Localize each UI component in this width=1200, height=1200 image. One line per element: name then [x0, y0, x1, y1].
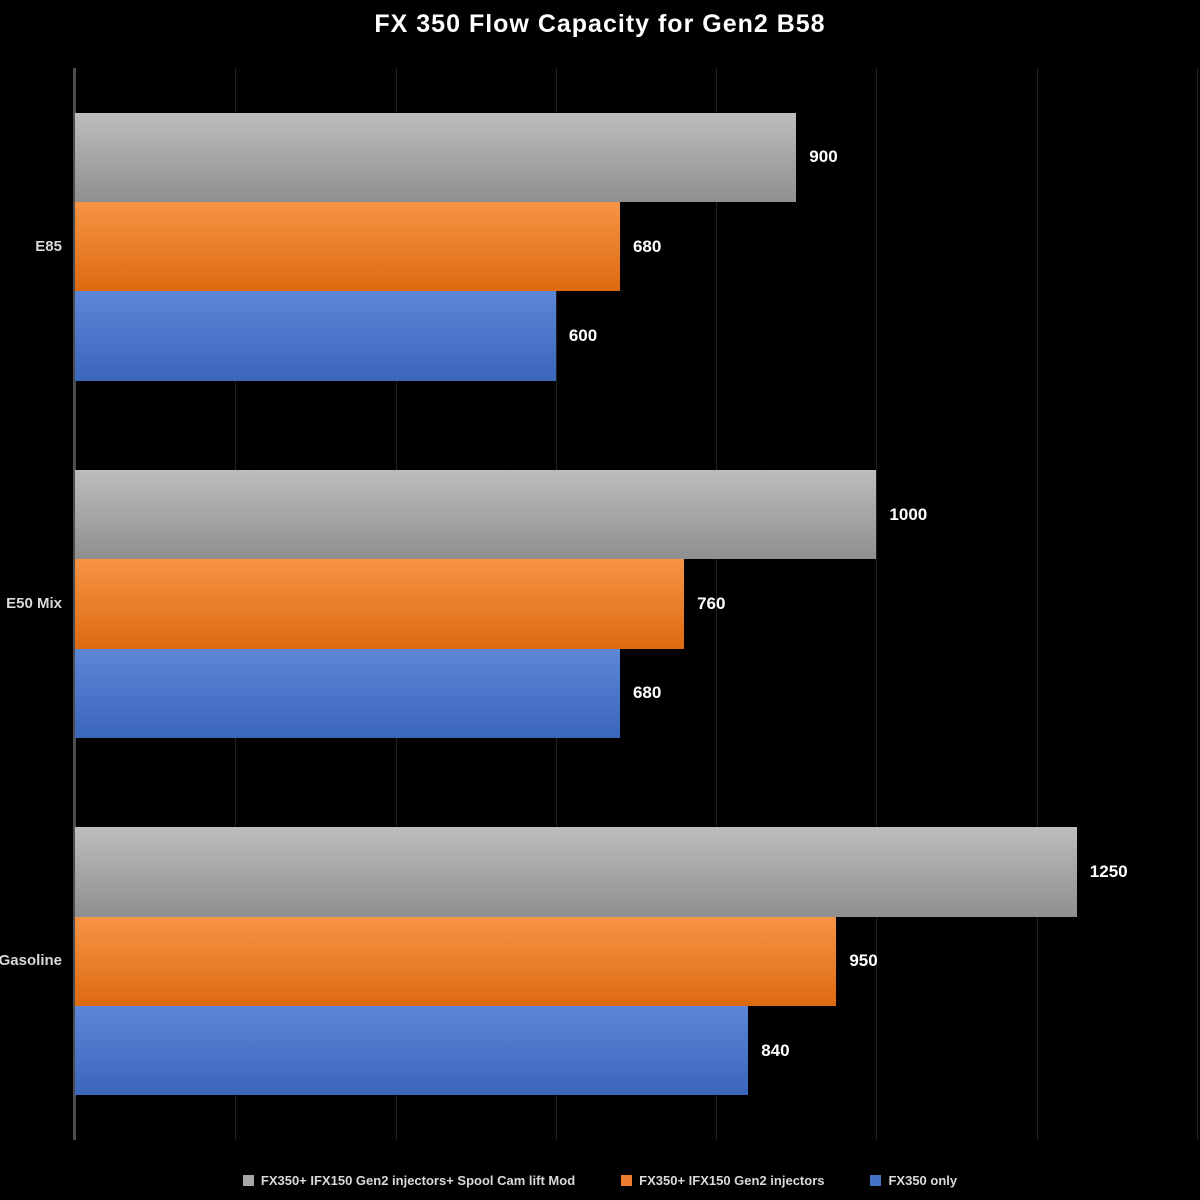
- value-label-e50-mix-series-1: 760: [697, 594, 726, 613]
- bar-e50-mix-series-2: [75, 648, 620, 738]
- plot-area: E85 900 680 600 E50 Mix 1000 760 680 Gasoline 125…: [0, 68, 1198, 1140]
- legend-label: FX350 only: [888, 1173, 958, 1188]
- value-label-e50-mix-series-2: 680: [632, 683, 662, 703]
- bar-gasoline-series-1: [75, 916, 837, 1006]
- y-axis-line: [73, 68, 76, 1140]
- legend-marker-icon: [621, 1175, 633, 1186]
- value-label-e85-series-2: 600: [568, 326, 598, 345]
- bar-e50-mix-series-0: [75, 470, 877, 560]
- gridline-1200: [1036, 68, 1038, 1140]
- gridline-1000: [876, 68, 878, 1140]
- value-label-e50-mix-series-0: 1000: [889, 504, 928, 524]
- chart-title: FX 350 Flow Capacity for Gen2 B58: [374, 10, 826, 38]
- category-label-e85: E85: [35, 237, 62, 255]
- category-label-gasoline: Gasoline: [0, 952, 62, 970]
- legend-label: FX350+ IFX150 Gen2 injectors: [639, 1173, 825, 1188]
- value-label-gasoline-series-0: 1250: [1089, 862, 1128, 881]
- legend-marker-icon: [242, 1175, 254, 1186]
- category-label-e50-mix: E50 Mix: [6, 595, 62, 612]
- bar-e85-series-0: [75, 112, 797, 202]
- legend: FX350+ IFX150 Gen2 injectors+ Spool Cam …: [0, 1173, 1200, 1188]
- legend-item-1: FX350+ IFX150 Gen2 injectors: [621, 1173, 824, 1188]
- value-label-gasoline-series-2: 840: [761, 1040, 790, 1060]
- legend-item-2: FX350 only: [870, 1173, 957, 1188]
- bar-e50-mix-series-1: [75, 559, 685, 649]
- value-label-e85-series-0: 900: [809, 147, 838, 167]
- legend-label: FX350+ IFX150 Gen2 injectors+ Spool Cam …: [260, 1173, 576, 1188]
- value-label-gasoline-series-1: 950: [849, 951, 878, 971]
- legend-marker-icon: [870, 1175, 882, 1186]
- bar-gasoline-series-2: [75, 1006, 749, 1096]
- gridline-1400: [1197, 68, 1198, 1140]
- legend-item-0: FX350+ IFX150 Gen2 injectors+ Spool Cam …: [242, 1173, 576, 1188]
- bar-gasoline-series-0: [75, 827, 1077, 917]
- bar-e85-series-2: [75, 291, 556, 381]
- value-label-e85-series-1: 680: [632, 236, 662, 256]
- bar-e85-series-1: [75, 202, 620, 292]
- gridline-800: [716, 68, 718, 1140]
